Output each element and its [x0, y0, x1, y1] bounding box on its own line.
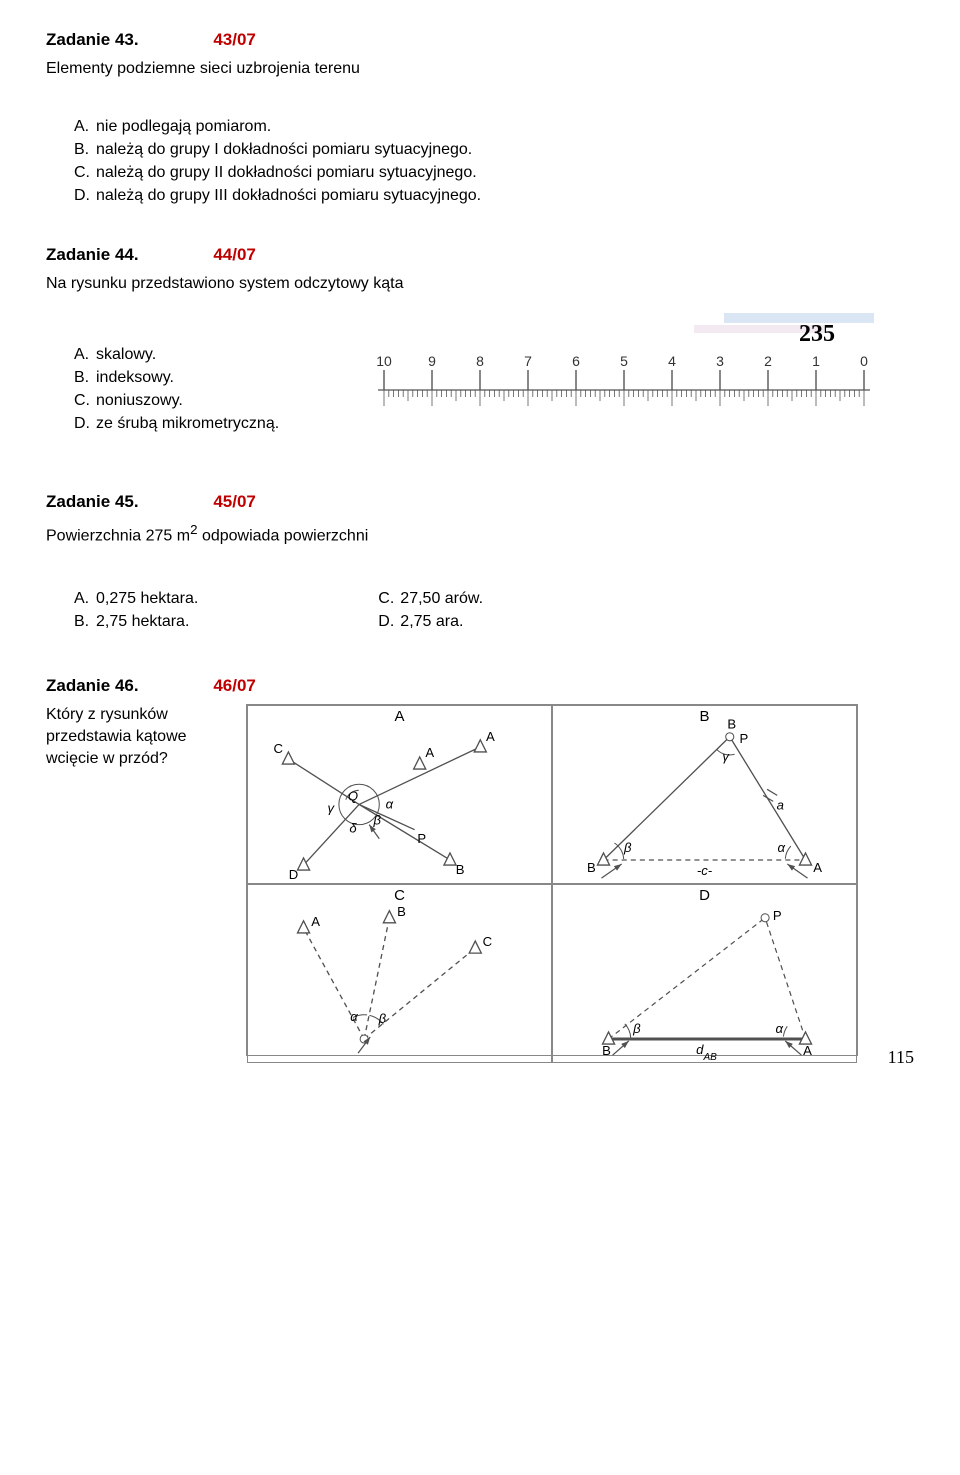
- svg-text:γ: γ: [328, 801, 336, 816]
- q43-opt-a: A.nie podlegają pomiarom.: [74, 118, 914, 136]
- svg-text:6: 6: [572, 353, 580, 369]
- svg-text:β: β: [632, 1021, 641, 1036]
- q46-title: Zadanie 46.: [46, 676, 139, 695]
- svg-text:A: A: [813, 860, 822, 875]
- svg-text:A: A: [425, 745, 434, 760]
- q46-diagram-grid: A ABCDAPQαβγδ B BPABβαγa-c- C ABCαβ D PB…: [246, 704, 858, 1056]
- svg-text:P: P: [740, 731, 749, 746]
- svg-text:B: B: [456, 862, 465, 877]
- q46-head: Zadanie 46. 46/07: [46, 676, 914, 696]
- svg-text:B: B: [727, 717, 736, 732]
- svg-text:a: a: [777, 798, 784, 813]
- svg-text:B: B: [587, 860, 596, 875]
- q46-cell-c: C ABCαβ: [247, 884, 552, 1063]
- q43-options: A.nie podlegają pomiarom. B.należą do gr…: [74, 118, 914, 205]
- svg-text:A: A: [486, 729, 495, 744]
- svg-text:β: β: [378, 1011, 387, 1026]
- q46-stem: Który z rysunków przedstawia kątowe wcię…: [46, 704, 216, 769]
- svg-text:8: 8: [476, 353, 484, 369]
- svg-text:α: α: [350, 1009, 358, 1024]
- q43-opt-b: B.należą do grupy I dokładności pomiaru …: [74, 141, 914, 159]
- q43-stem: Elementy podziemne sieci uzbrojenia tere…: [46, 60, 914, 78]
- q44-code: 44/07: [213, 245, 256, 264]
- svg-text:δ: δ: [349, 821, 357, 836]
- q46-code: 46/07: [213, 676, 256, 695]
- svg-text:-c-: -c-: [697, 863, 713, 878]
- svg-text:β: β: [623, 840, 632, 855]
- svg-text:A: A: [311, 914, 320, 929]
- svg-text:D: D: [289, 868, 298, 883]
- q43-opt-d: D.należą do grupy III dokładności pomiar…: [74, 187, 914, 205]
- q45-opt-d: D.2,75 ara.: [378, 613, 483, 631]
- q43-title: Zadanie 43.: [46, 30, 139, 49]
- q44-stem: Na rysunku przedstawiono system odczytow…: [46, 275, 914, 293]
- svg-text:α: α: [778, 840, 786, 855]
- svg-text:γ: γ: [722, 749, 730, 764]
- svg-text:A: A: [803, 1043, 812, 1058]
- q45-stem: Powierzchnia 275 m2 odpowiada powierzchn…: [46, 522, 914, 545]
- q44-scale-figure: 235109876543210: [364, 311, 914, 426]
- q45-options: A.0,275 hektara. B.2,75 hektara. C.27,50…: [74, 585, 914, 636]
- q44-head: Zadanie 44. 44/07: [46, 245, 914, 265]
- q44-options: A.skalowy. B.indeksowy. C.noniuszowy. D.…: [74, 341, 334, 438]
- q45-opt-c: C.27,50 arów.: [378, 590, 483, 608]
- q45-head: Zadanie 45. 45/07: [46, 492, 914, 512]
- svg-text:B: B: [397, 904, 406, 919]
- svg-text:dAB: dAB: [696, 1042, 717, 1062]
- page-number: 115: [888, 1047, 914, 1068]
- svg-text:P: P: [773, 908, 782, 923]
- q43-head: Zadanie 43. 43/07: [46, 30, 914, 50]
- q44-opt-d: D.ze śrubą mikrometryczną.: [74, 415, 334, 433]
- q45-opt-a: A.0,275 hektara.: [74, 590, 198, 608]
- svg-text:7: 7: [524, 353, 532, 369]
- q45-opt-b: B.2,75 hektara.: [74, 613, 198, 631]
- q44-opt-b: B.indeksowy.: [74, 369, 334, 387]
- q46-cell-a: A ABCDAPQαβγδ: [247, 705, 552, 884]
- q43-opt-c: C.należą do grupy II dokładności pomiaru…: [74, 164, 914, 182]
- svg-text:3: 3: [716, 353, 724, 369]
- svg-text:4: 4: [668, 353, 676, 369]
- svg-text:α: α: [775, 1021, 783, 1036]
- svg-text:α: α: [386, 797, 394, 812]
- svg-text:10: 10: [376, 353, 392, 369]
- svg-text:P: P: [417, 831, 426, 846]
- svg-text:235: 235: [799, 321, 835, 347]
- svg-text:1: 1: [812, 353, 820, 369]
- q44-title: Zadanie 44.: [46, 245, 139, 264]
- svg-text:C: C: [483, 934, 492, 949]
- svg-text:2: 2: [764, 353, 772, 369]
- svg-text:B: B: [602, 1043, 611, 1058]
- svg-text:0: 0: [860, 353, 868, 369]
- q43-code: 43/07: [213, 30, 256, 49]
- q44-opt-a: A.skalowy.: [74, 346, 334, 364]
- q46-cell-d: D PBAβαdAB: [552, 884, 857, 1063]
- svg-text:β: β: [373, 813, 382, 828]
- q44-opt-c: C.noniuszowy.: [74, 392, 334, 410]
- svg-text:C: C: [274, 741, 283, 756]
- q45-code: 45/07: [213, 492, 256, 511]
- q45-title: Zadanie 45.: [46, 492, 139, 511]
- svg-text:9: 9: [428, 353, 436, 369]
- svg-text:Q: Q: [348, 789, 358, 804]
- svg-text:5: 5: [620, 353, 628, 369]
- q46-cell-b: B BPABβαγa-c-: [552, 705, 857, 884]
